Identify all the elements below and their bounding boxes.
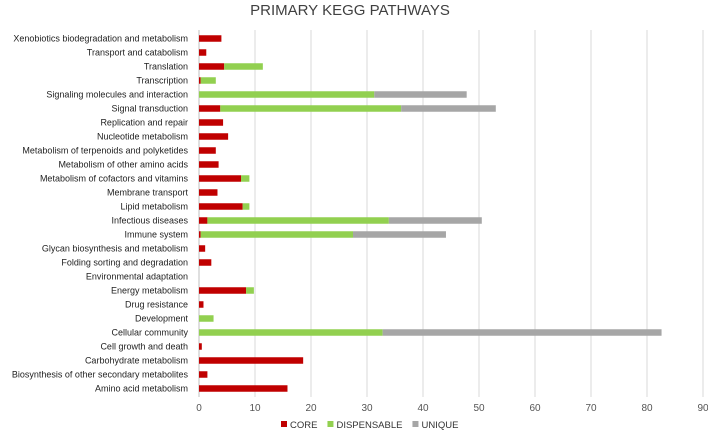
bar-dispensable-20 [199, 315, 214, 322]
x-tick-label: 20 [305, 403, 317, 414]
bar-dispensable-13 [207, 217, 389, 224]
category-label: Membrane transport [107, 188, 189, 198]
bar-core-7 [199, 133, 229, 140]
bar-core-1 [199, 49, 207, 56]
bar-core-25 [199, 385, 288, 392]
category-label: Transport and catabolism [87, 48, 188, 58]
legend: CORE DISPENSABLE UNIQUE [281, 420, 458, 431]
bar-unique-14 [353, 231, 446, 238]
chart-title: PRIMARY KEGG PATHWAYS [250, 2, 450, 19]
category-label: Metabolism of cofactors and vitamins [40, 174, 189, 184]
bar-core-3 [199, 77, 201, 84]
category-label: Signal transduction [111, 104, 188, 114]
legend-swatch-core [281, 421, 287, 427]
gridlines [198, 30, 704, 397]
bar-core-23 [199, 357, 304, 364]
category-label: Transcription [136, 76, 188, 86]
x-tick-label: 40 [417, 403, 429, 414]
category-label: Nucleotide metabolism [97, 132, 188, 142]
bar-dispensable-4 [199, 91, 375, 98]
bar-core-16 [199, 259, 212, 266]
bar-dispensable-10 [241, 175, 250, 182]
bar-unique-4 [374, 91, 467, 98]
bar-core-9 [199, 161, 219, 168]
category-labels: Xenobiotics biodegradation and metabolis… [12, 34, 189, 394]
bar-core-6 [199, 119, 224, 126]
bars [199, 35, 662, 392]
legend-label-unique: UNIQUE [421, 420, 458, 431]
bar-core-19 [199, 301, 204, 308]
category-label: Development [135, 314, 189, 324]
bar-core-8 [199, 147, 216, 154]
legend-swatch-unique [412, 421, 419, 427]
category-label: Lipid metabolism [120, 202, 188, 212]
category-label: Glycan biosynthesis and metabolism [42, 244, 188, 254]
category-label: Xenobiotics biodegradation and metabolis… [13, 34, 188, 44]
category-label: Cell growth and death [100, 342, 188, 352]
bar-core-13 [199, 217, 208, 224]
category-label: Infectious diseases [111, 216, 188, 226]
category-label: Cellular community [111, 328, 188, 338]
bar-core-18 [199, 287, 247, 294]
x-tick-labels: 0 10 20 30 40 50 60 70 80 90 [196, 403, 708, 414]
x-tick-label: 0 [196, 403, 202, 414]
x-tick-label: 60 [529, 403, 541, 414]
bar-dispensable-21 [199, 329, 383, 336]
category-label: Signaling molecules and interaction [46, 90, 188, 100]
category-label: Energy metabolism [111, 286, 188, 296]
bar-core-22 [199, 343, 202, 350]
bar-dispensable-2 [224, 63, 263, 70]
bar-core-24 [199, 371, 208, 378]
bar-dispensable-14 [200, 231, 353, 238]
category-label: Metabolism of terpenoids and polyketides [22, 146, 188, 156]
x-tick-label: 30 [361, 403, 373, 414]
x-tick-label: 90 [697, 403, 708, 414]
legend-swatch-dispensable [327, 421, 334, 427]
category-label: Immune system [124, 230, 188, 240]
bar-dispensable-5 [220, 105, 402, 112]
category-label: Translation [144, 62, 188, 72]
bar-core-10 [199, 175, 241, 182]
bar-core-11 [199, 189, 218, 196]
x-tick-label: 50 [473, 403, 485, 414]
bar-core-5 [199, 105, 221, 112]
bar-dispensable-12 [242, 203, 250, 210]
category-label: Drug resistance [125, 300, 188, 310]
bar-unique-13 [388, 217, 482, 224]
category-label: Metabolism of other amino acids [58, 160, 188, 170]
x-tick-label: 70 [585, 403, 597, 414]
category-label: Environmental adaptation [86, 272, 188, 282]
bar-core-14 [199, 231, 201, 238]
legend-label-dispensable: DISPENSABLE [336, 420, 402, 431]
category-label: Amino acid metabolism [95, 384, 188, 394]
bar-core-0 [199, 35, 222, 42]
bar-unique-21 [382, 329, 662, 336]
bar-core-12 [199, 203, 243, 210]
x-tick-label: 80 [641, 403, 653, 414]
x-tick-label: 10 [249, 403, 261, 414]
bar-unique-5 [401, 105, 496, 112]
category-label: Replication and repair [100, 118, 188, 128]
legend-label-core: CORE [290, 420, 317, 431]
category-label: Biosynthesis of other secondary metaboli… [12, 370, 189, 380]
bar-core-15 [199, 245, 206, 252]
bar-dispensable-18 [246, 287, 254, 294]
category-label: Carbohydrate metabolism [85, 356, 188, 366]
bar-dispensable-3 [200, 77, 216, 84]
category-label: Folding sorting and degradation [61, 258, 188, 268]
bar-core-2 [199, 63, 225, 70]
